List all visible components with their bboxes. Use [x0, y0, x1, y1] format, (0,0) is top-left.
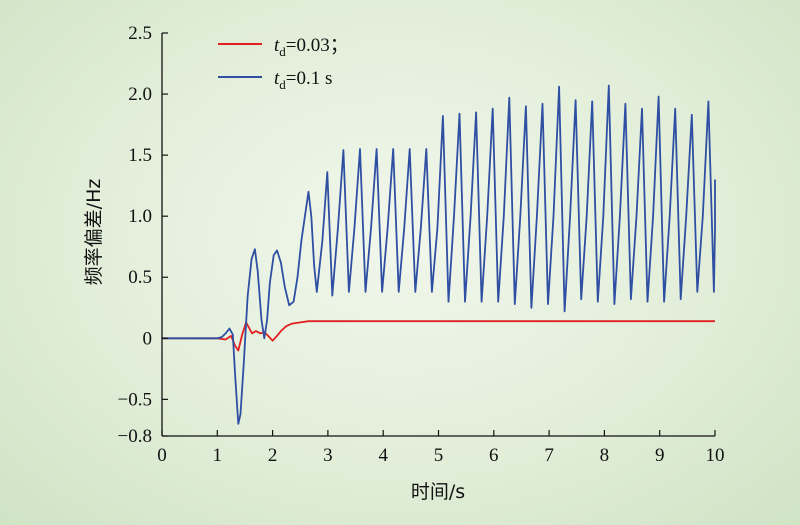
y-axis: 2.5 2.0 1.5 1.0 0.5 0 −0.5 −0.8	[118, 23, 168, 447]
x-tick-label: 0	[157, 445, 167, 466]
y-tick-label: −0.5	[118, 389, 152, 410]
legend-label-2: td=0.1 s	[274, 68, 332, 92]
x-tick-label: 10	[706, 445, 725, 466]
legend: td=0.03； td=0.1 s	[218, 35, 349, 92]
y-tick-label: 2.0	[128, 84, 152, 105]
y-axis-title: 频率偏差/Hz	[83, 179, 105, 286]
series-line-2	[162, 84, 716, 425]
x-tick-label: 8	[600, 445, 610, 466]
x-tick-label: 4	[378, 445, 388, 466]
x-tick-label: 6	[489, 445, 499, 466]
x-tick-label: 5	[434, 445, 444, 466]
series-line-1	[162, 320, 715, 352]
legend-label-1: td=0.03；	[274, 35, 349, 59]
y-tick-label: 0.5	[128, 267, 152, 288]
x-tick-label: 3	[323, 445, 333, 466]
x-tick-label: 9	[655, 445, 665, 466]
x-axis: 0 1 2 3 4 5 6 7 8 9 10	[157, 430, 725, 466]
x-axis-title: 时间/s	[411, 481, 465, 503]
y-tick-label: 1.5	[128, 145, 152, 166]
y-tick-label: −0.8	[118, 426, 152, 447]
x-tick-label: 2	[268, 445, 278, 466]
x-tick-label: 7	[544, 445, 554, 466]
plot-area	[162, 84, 716, 425]
y-tick-label: 2.5	[128, 23, 152, 44]
x-tick-label: 1	[213, 445, 223, 466]
y-tick-label: 1.0	[128, 206, 152, 227]
y-tick-label: 0	[143, 328, 153, 349]
